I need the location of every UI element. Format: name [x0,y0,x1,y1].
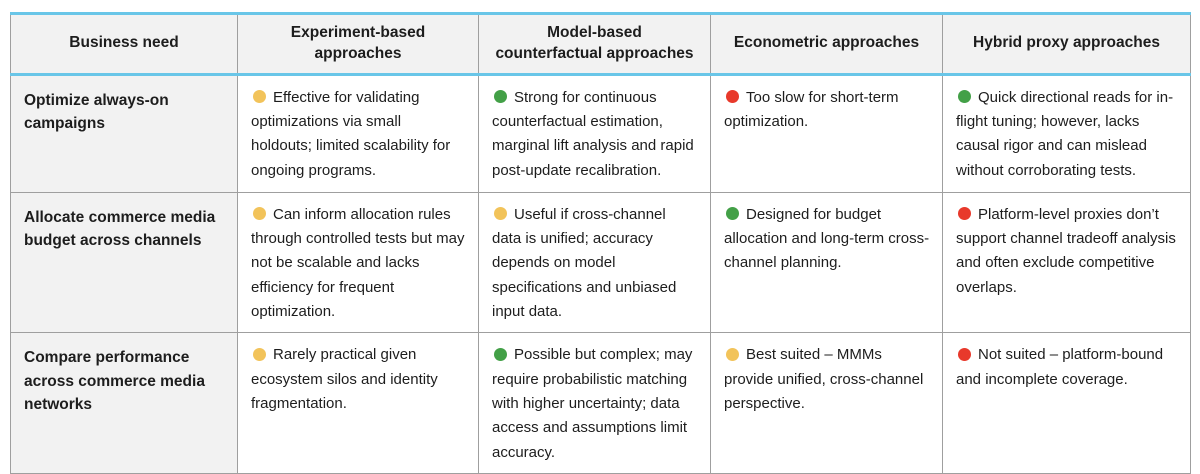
status-dot-yellow-icon [253,90,266,104]
assessment-text: Not suited – platform-bound and incomple… [956,346,1164,388]
status-dot-yellow-icon [253,347,266,361]
assessment-text-block: Effective for validating optimizations v… [251,86,466,183]
status-dot-yellow-icon [253,207,266,221]
assessment-cell: Platform-level proxies don’t support cha… [942,191,1191,334]
assessment-text-block: Designed for budget allocation and long-… [724,203,930,276]
assessment-text: Can inform allocation rules through cont… [251,205,465,321]
business-need-cell: Allocate commerce media budget across ch… [10,191,238,334]
assessment-cell: Effective for validating optimizations v… [237,73,479,193]
assessment-cell: Too slow for short-term optimization. [710,73,943,193]
assessment-text-block: Possible but complex; may require probab… [492,343,698,464]
column-header: Experiment-based approaches [237,12,479,76]
assessment-text-block: Can inform allocation rules through cont… [251,203,466,324]
column-header: Model-based counterfactual approaches [478,12,711,76]
assessment-text-block: Not suited – platform-bound and incomple… [956,343,1178,392]
status-dot-green-icon [494,347,507,361]
assessment-cell: Useful if cross-channel data is unified;… [478,191,711,334]
assessment-cell: Strong for continuous counterfactual est… [478,73,711,193]
assessment-text: Quick directional reads for in-flight tu… [956,88,1174,179]
status-dot-red-icon [958,347,971,361]
assessment-text: Designed for budget allocation and long-… [724,205,930,272]
assessment-cell: Not suited – platform-bound and incomple… [942,332,1191,474]
column-header: Business need [10,12,238,76]
status-dot-yellow-icon [726,347,739,361]
assessment-text: Best suited – MMMs provide unified, cros… [724,346,924,412]
assessment-text: Strong for continuous counterfactual est… [492,88,694,179]
table-header: Business need Experiment-based approaches… [10,12,1191,76]
header-row: Business need Experiment-based approaches… [10,12,1191,76]
assessment-cell: Quick directional reads for in-flight tu… [942,73,1191,193]
assessment-text: Platform-level proxies don’t support cha… [956,205,1176,296]
assessment-text-block: Strong for continuous counterfactual est… [492,86,698,183]
business-need-cell: Compare performance across commerce medi… [10,332,238,474]
assessment-cell: Can inform allocation rules through cont… [237,191,479,334]
assessment-text: Rarely practical given ecosystem silos a… [251,346,438,412]
assessment-text: Too slow for short-term optimization. [724,88,899,131]
comparison-matrix-container: Business need Experiment-based approaches… [10,12,1191,474]
status-dot-yellow-icon [494,207,507,221]
status-dot-green-icon [726,207,739,221]
assessment-cell: Rarely practical given ecosystem silos a… [237,332,479,474]
status-dot-red-icon [958,207,971,221]
assessment-text-block: Platform-level proxies don’t support cha… [956,203,1178,300]
assessment-cell: Possible but complex; may require probab… [478,332,711,474]
table-row: Optimize always-on campaigns Effective fo… [10,73,1191,193]
assessment-text-block: Best suited – MMMs provide unified, cros… [724,343,930,416]
table-row: Compare performance across commerce medi… [10,332,1191,474]
status-dot-green-icon [494,90,507,104]
comparison-table: Business need Experiment-based approaches… [10,12,1191,474]
table-body: Optimize always-on campaigns Effective fo… [10,73,1191,474]
column-header: Hybrid proxy approaches [942,12,1191,76]
status-dot-red-icon [726,90,739,104]
table-row: Allocate commerce media budget across ch… [10,191,1191,334]
assessment-text-block: Rarely practical given ecosystem silos a… [251,343,466,416]
assessment-text-block: Too slow for short-term optimization. [724,86,930,135]
assessment-text: Useful if cross-channel data is unified;… [492,205,677,321]
status-dot-green-icon [958,90,971,104]
assessment-text-block: Useful if cross-channel data is unified;… [492,203,698,324]
assessment-text: Possible but complex; may require probab… [492,346,693,461]
assessment-cell: Designed for budget allocation and long-… [710,191,943,334]
assessment-cell: Best suited – MMMs provide unified, cros… [710,332,943,474]
assessment-text: Effective for validating optimizations v… [251,88,451,179]
assessment-text-block: Quick directional reads for in-flight tu… [956,86,1178,183]
business-need-cell: Optimize always-on campaigns [10,73,238,193]
column-header: Econometric approaches [710,12,943,76]
